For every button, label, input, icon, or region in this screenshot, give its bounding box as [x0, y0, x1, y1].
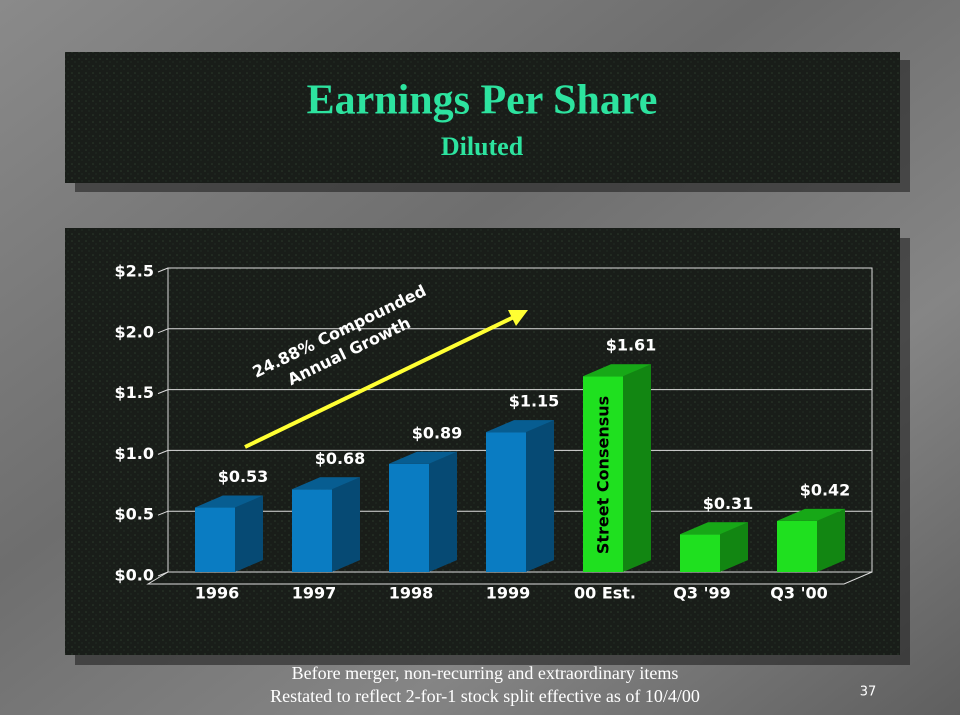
bar-front [486, 432, 526, 572]
plot: $0.0 $0.5 $1.0 $1.5 $2.0 $2.5 $0.53 1996 $0.68 19… [115, 262, 873, 603]
bar-side [235, 495, 263, 572]
bar-top [292, 477, 360, 490]
chart-title: Earnings Per Share [307, 78, 658, 124]
x-tick-label: Q3 '99 [673, 584, 730, 603]
bar-side [623, 364, 651, 572]
footnote: Restated to reflect 2-for-1 stock split … [270, 686, 700, 706]
value-label: $0.31 [703, 494, 754, 513]
tick-mark [157, 449, 169, 455]
bar-side-shade [623, 364, 651, 572]
arrow-head [508, 310, 528, 326]
bar-front [389, 463, 429, 572]
bar-top [486, 420, 554, 433]
bar-top-shade [389, 451, 457, 464]
value-label: $0.42 [800, 480, 851, 499]
bar-top-shade [195, 495, 263, 508]
y-tick-label: $2.0 [115, 322, 154, 341]
bar [680, 522, 748, 572]
value-label: $1.15 [509, 392, 560, 411]
bar [389, 451, 457, 572]
x-tick-label: 1996 [195, 584, 240, 603]
bar-side [526, 420, 554, 572]
x-tick-label: 1999 [486, 584, 531, 603]
tick-mark [157, 267, 169, 273]
bar [486, 420, 554, 572]
bar-front [195, 507, 235, 572]
bar-top [583, 364, 651, 377]
chart-subtitle: Diluted [441, 132, 524, 161]
bar [777, 508, 845, 572]
y-tick-label: $0.5 [115, 505, 154, 524]
bar-side [720, 522, 748, 572]
tick-mark [157, 571, 169, 577]
bar-front [292, 489, 332, 572]
title-panel [65, 52, 900, 183]
bar-front [777, 520, 817, 572]
y-tick-label: $0.0 [115, 566, 154, 585]
bar [195, 495, 263, 572]
bar-side [332, 477, 360, 572]
bar-top [777, 508, 845, 521]
bar-side-shade [429, 451, 457, 572]
bar-top-shade [777, 508, 845, 521]
bar-top-shade [583, 364, 651, 377]
y-tick-label: $1.5 [115, 383, 154, 402]
bar-front [680, 534, 720, 572]
bar-side-shade [720, 522, 748, 572]
bar [292, 477, 360, 572]
bar-side [429, 451, 457, 572]
bar-side-shade [332, 477, 360, 572]
tick-mark [157, 328, 169, 334]
bar-top [389, 451, 457, 464]
y-tick-label: $2.5 [115, 262, 154, 281]
bar-side-shade [235, 495, 263, 572]
x-tick-label: 1997 [292, 584, 337, 603]
tick-mark [157, 389, 169, 395]
x-tick-label: 00 Est. [574, 584, 636, 603]
bar-side [817, 508, 845, 572]
x-tick-label: Q3 '00 [770, 584, 827, 603]
value-label: $0.68 [315, 449, 366, 468]
bar-side-shade [526, 420, 554, 572]
tick-mark [157, 510, 169, 516]
bar-top-shade [680, 522, 748, 535]
footnote: Before merger, non-recurring and extraor… [292, 663, 679, 683]
bar [583, 364, 651, 572]
bar-top-shade [486, 420, 554, 433]
value-label: $1.61 [606, 336, 657, 355]
x-tick-label: 1998 [389, 584, 434, 603]
value-label: $0.53 [218, 467, 269, 486]
annotation: Street Consensus [594, 396, 613, 554]
page-number: 37 [860, 685, 877, 700]
bar-top-shade [292, 477, 360, 490]
bar-front [583, 376, 623, 572]
bar-top [680, 522, 748, 535]
growth-arrow [244, 314, 517, 449]
bar-side-shade [817, 508, 845, 572]
y-tick-label: $1.0 [115, 444, 154, 463]
bar-top [195, 495, 263, 508]
value-label: $0.89 [412, 423, 463, 442]
